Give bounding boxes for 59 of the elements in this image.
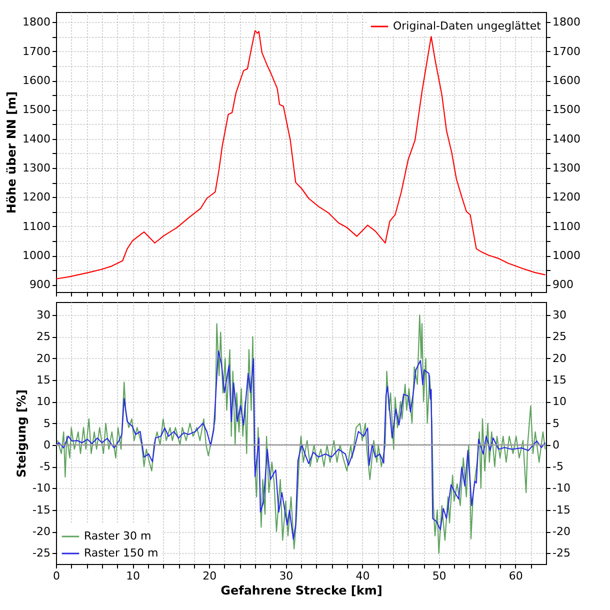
y-tick-label: 0 — [44, 438, 50, 452]
legend-label: Raster 150 m — [84, 546, 158, 560]
y2-tick-label: 900 — [552, 278, 574, 292]
y2-tick-label: 1200 — [552, 190, 580, 204]
y-tick-label: 1400 — [22, 132, 50, 146]
y-tick-label: 1600 — [22, 74, 50, 88]
y2-tick-label: 10 — [552, 395, 566, 408]
y-tick-label: 25 — [36, 330, 50, 344]
y-tick-label: -25 — [32, 546, 50, 560]
y2-tick-label: 1300 — [552, 162, 580, 175]
line-series — [56, 350, 546, 540]
y2-tick-label: 15 — [552, 373, 566, 386]
y-tick-label: 900 — [30, 278, 50, 292]
y-tick-label: 15 — [36, 373, 50, 386]
line-series — [56, 30, 546, 280]
legend-label: Raster 30 m — [84, 530, 152, 542]
y2-tick-label: 1500 — [552, 103, 580, 116]
y-tick-label: 1300 — [22, 162, 50, 175]
y2-tick-label: -10 — [552, 482, 570, 495]
y2-tick-label: 30 — [552, 308, 566, 322]
x-tick-label: 50 — [432, 570, 446, 582]
y-tick-label: 5 — [44, 416, 50, 430]
y-tick-label: 1100 — [22, 220, 50, 233]
y2-tick-label: 1600 — [552, 74, 580, 88]
x-tick-label: 20 — [202, 570, 217, 582]
y-tick-label: 30 — [36, 308, 50, 322]
y-axis-title: Steigung [%] — [14, 389, 29, 478]
x-tick-label: 60 — [508, 570, 523, 582]
y2-tick-label: 20 — [552, 352, 566, 365]
y-tick-label: -15 — [32, 503, 50, 516]
y-tick-label: 10 — [36, 395, 50, 408]
y2-tick-label: 25 — [552, 330, 566, 344]
y2-tick-label: 5 — [552, 416, 560, 430]
y-axis-title: Höhe über NN [m] — [4, 91, 19, 214]
y2-tick-label: -25 — [552, 546, 570, 560]
y-tick-label: 1500 — [22, 103, 50, 116]
y-tick-label: 1000 — [22, 249, 50, 262]
y2-tick-label: 1400 — [552, 132, 580, 146]
legend-label: Original-Daten ungeglättet — [393, 20, 542, 32]
y2-tick-label: 1000 — [552, 249, 580, 262]
y-tick-label: -20 — [32, 525, 50, 538]
y2-tick-label: 1100 — [552, 220, 580, 233]
y2-tick-label: -15 — [552, 503, 570, 516]
y2-tick-label: 1700 — [552, 44, 580, 58]
y2-tick-label: -5 — [552, 460, 564, 474]
y-tick-label: 1700 — [22, 44, 50, 58]
x-tick-label: 0 — [53, 570, 60, 582]
y2-tick-label: -20 — [552, 525, 570, 538]
x-tick-label: 10 — [126, 570, 140, 582]
y2-tick-label: 0 — [552, 438, 560, 452]
y-tick-label: 1800 — [22, 16, 50, 29]
y-tick-label: -10 — [32, 482, 50, 495]
x-tick-label: 40 — [356, 570, 370, 582]
y-tick-label: 1200 — [22, 190, 50, 204]
x-axis-title: Gefahrene Strecke [km] — [220, 584, 382, 598]
x-tick-label: 30 — [279, 570, 294, 582]
y-tick-label: 20 — [36, 352, 50, 365]
y2-tick-label: 1800 — [552, 16, 580, 29]
y-tick-label: -5 — [40, 460, 50, 474]
